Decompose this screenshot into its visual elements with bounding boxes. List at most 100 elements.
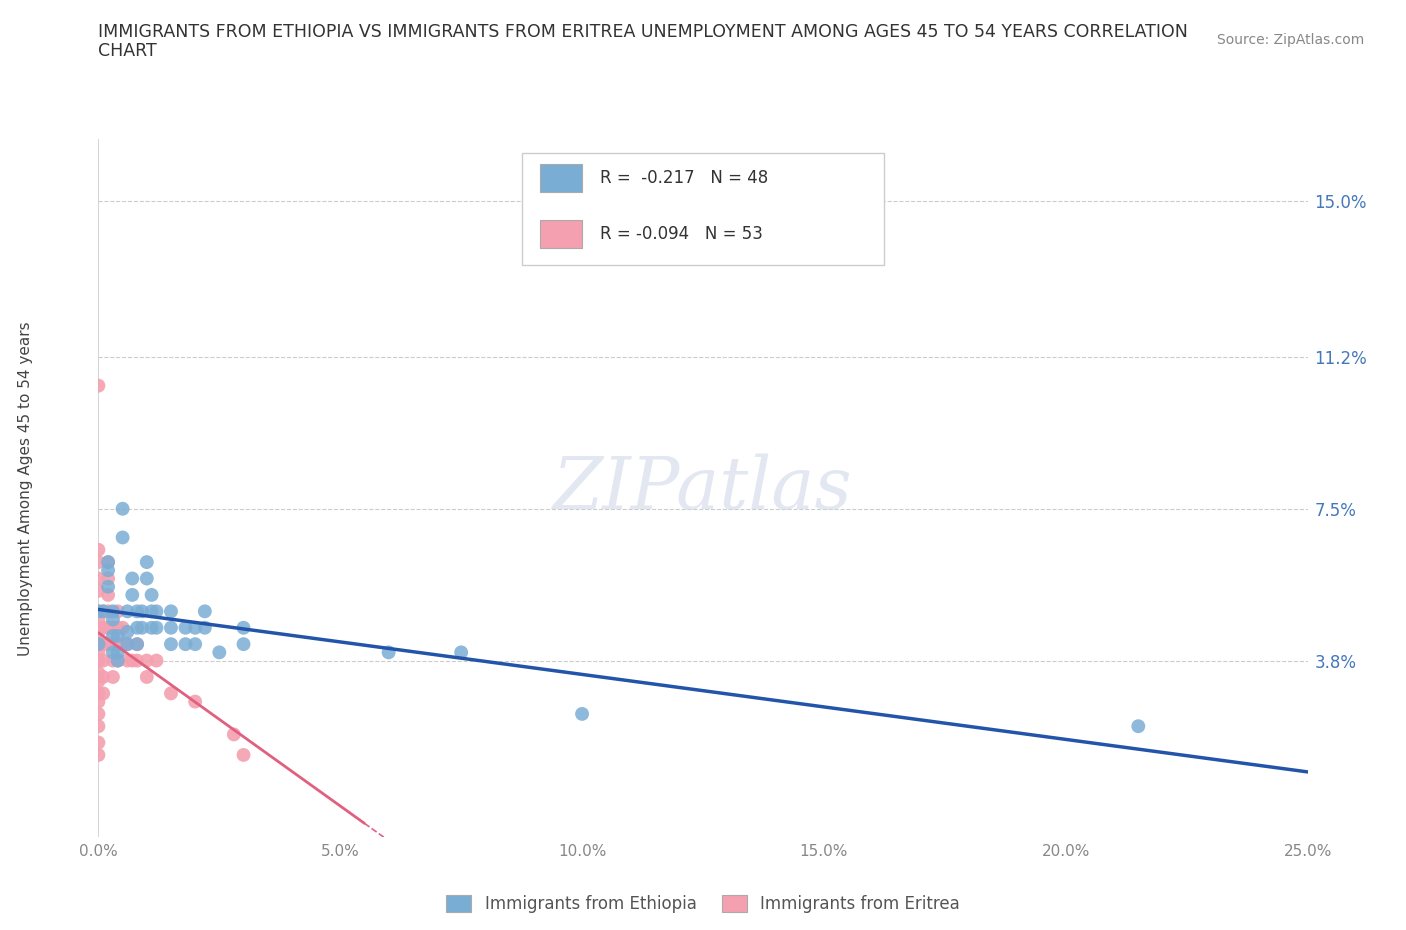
Point xyxy=(450,644,472,659)
Point xyxy=(232,637,254,652)
Point xyxy=(87,637,110,652)
Point xyxy=(127,637,149,652)
Point xyxy=(127,637,149,652)
Point xyxy=(174,620,197,635)
Point xyxy=(1128,719,1150,734)
Point xyxy=(87,653,110,668)
Point xyxy=(97,620,120,635)
Point xyxy=(87,542,110,557)
Point xyxy=(121,653,143,668)
Point xyxy=(107,604,129,618)
Point xyxy=(117,624,139,639)
Text: R = -0.094   N = 53: R = -0.094 N = 53 xyxy=(600,225,763,243)
Point xyxy=(101,653,124,668)
Point xyxy=(91,653,114,668)
Point xyxy=(127,653,149,668)
Text: ZIPatlas: ZIPatlas xyxy=(553,453,853,524)
Point xyxy=(101,670,124,684)
Point xyxy=(141,620,163,635)
Point xyxy=(111,530,134,545)
Point xyxy=(160,686,183,701)
Point xyxy=(91,604,114,618)
Point xyxy=(87,666,110,681)
Point xyxy=(97,604,120,618)
Point xyxy=(135,670,157,684)
Point xyxy=(101,604,124,618)
Text: R =  -0.217   N = 48: R = -0.217 N = 48 xyxy=(600,169,769,187)
Bar xyxy=(540,219,582,247)
Point xyxy=(101,620,124,635)
Point xyxy=(194,604,217,618)
Point xyxy=(160,620,183,635)
Point xyxy=(87,624,110,639)
Point xyxy=(91,686,114,701)
Point xyxy=(117,604,139,618)
Point xyxy=(91,670,114,684)
Point xyxy=(87,673,110,688)
Point xyxy=(121,571,143,586)
Point xyxy=(87,748,110,763)
Point xyxy=(141,604,163,618)
Point xyxy=(87,583,110,598)
Point xyxy=(107,620,129,635)
Point xyxy=(232,748,254,763)
Point xyxy=(232,620,254,635)
Point xyxy=(117,637,139,652)
Point xyxy=(101,644,124,659)
Point xyxy=(107,637,129,652)
Point xyxy=(107,629,129,644)
Point xyxy=(87,604,110,618)
Point xyxy=(111,501,134,516)
Point xyxy=(87,379,110,393)
FancyBboxPatch shape xyxy=(522,153,884,265)
Point xyxy=(91,620,114,635)
Point xyxy=(87,571,110,586)
Point xyxy=(91,637,114,652)
Point xyxy=(97,554,120,569)
Point xyxy=(160,604,183,618)
Point xyxy=(571,707,593,722)
Point xyxy=(107,653,129,668)
Point xyxy=(160,637,183,652)
Point xyxy=(194,620,217,635)
Point xyxy=(87,719,110,734)
Point xyxy=(145,620,167,635)
Point xyxy=(117,637,139,652)
Point xyxy=(87,637,110,652)
Point xyxy=(174,637,197,652)
Point xyxy=(107,644,129,659)
Point xyxy=(377,644,399,659)
Point xyxy=(97,579,120,594)
Point xyxy=(97,637,120,652)
Point xyxy=(97,554,120,569)
Point xyxy=(135,571,157,586)
Point xyxy=(101,612,124,627)
Point xyxy=(97,563,120,578)
Point xyxy=(87,612,110,627)
Point xyxy=(127,604,149,618)
Text: CHART: CHART xyxy=(98,42,157,60)
Point xyxy=(87,686,110,701)
Point xyxy=(117,653,139,668)
Point xyxy=(91,604,114,618)
Point xyxy=(208,644,231,659)
Point xyxy=(145,653,167,668)
Point xyxy=(184,620,207,635)
Point xyxy=(111,637,134,652)
Point xyxy=(87,644,110,659)
Point xyxy=(131,604,153,618)
Point xyxy=(87,604,110,618)
Point xyxy=(135,554,157,569)
Text: Unemployment Among Ages 45 to 54 years: Unemployment Among Ages 45 to 54 years xyxy=(18,321,34,656)
Point xyxy=(107,653,129,668)
Legend: Immigrants from Ethiopia, Immigrants from Eritrea: Immigrants from Ethiopia, Immigrants fro… xyxy=(440,888,966,920)
Point xyxy=(87,554,110,569)
Point xyxy=(87,736,110,751)
Point xyxy=(111,620,134,635)
Point xyxy=(121,588,143,603)
Point xyxy=(87,707,110,722)
Point xyxy=(101,637,124,652)
Point xyxy=(141,588,163,603)
Point xyxy=(127,620,149,635)
Point xyxy=(101,629,124,644)
